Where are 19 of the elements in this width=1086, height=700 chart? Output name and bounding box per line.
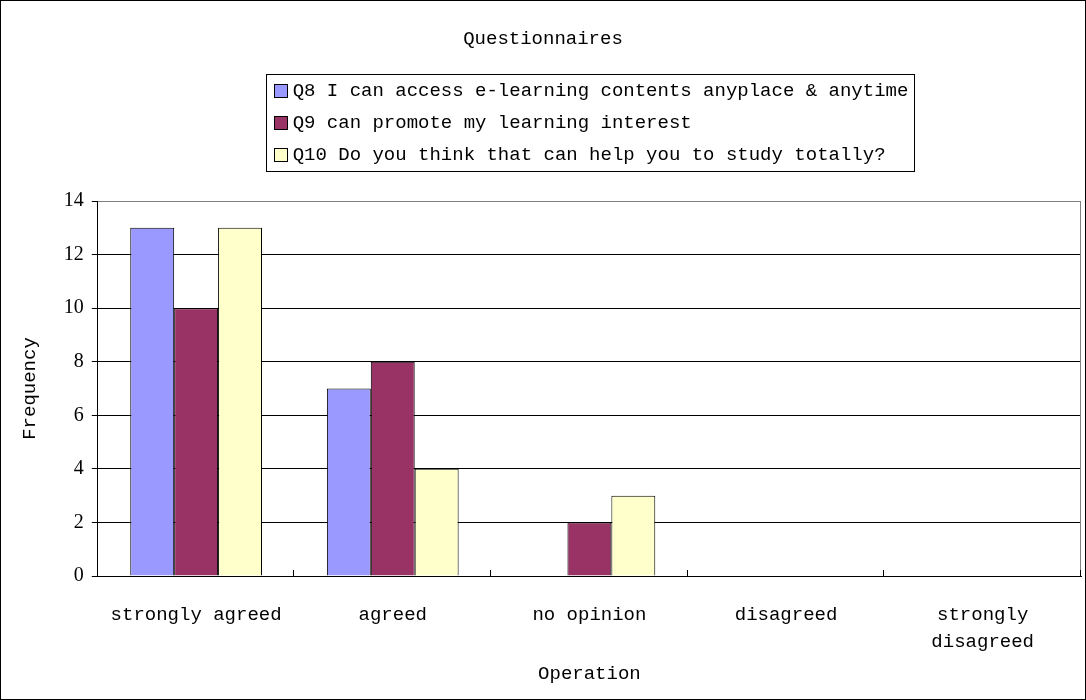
y-tick-label: 12 (63, 241, 84, 264)
x-tick-label: strongly agreed (110, 604, 282, 627)
x-tick-label: agreed (358, 604, 427, 627)
legend-label: Q9 can promote my learning interest (292, 112, 692, 134)
y-tick-label: 6 (73, 402, 84, 425)
x-tick-label: strongly disagreed (931, 604, 1034, 653)
x-tick-label: disagreed (734, 604, 838, 627)
y-tick-label: 0 (73, 563, 84, 586)
y-tick-label: 14 (63, 188, 84, 211)
y-tick-label: 8 (73, 348, 84, 371)
chart-title: Questionnaires (462, 27, 624, 51)
x-axis-title: Operation (538, 662, 641, 685)
x-tick-label: no opinion (532, 604, 647, 627)
y-tick-label: 4 (73, 456, 84, 479)
y-axis-title: Frequency (19, 337, 42, 440)
legend-label: Q10 Do you think that can help you to study totally? (292, 144, 886, 166)
y-tick-label: 10 (63, 295, 84, 318)
y-tick-label: 2 (73, 509, 84, 532)
legend-label: Q8 I can access e-learning contents anyplace & anytime (292, 80, 909, 102)
